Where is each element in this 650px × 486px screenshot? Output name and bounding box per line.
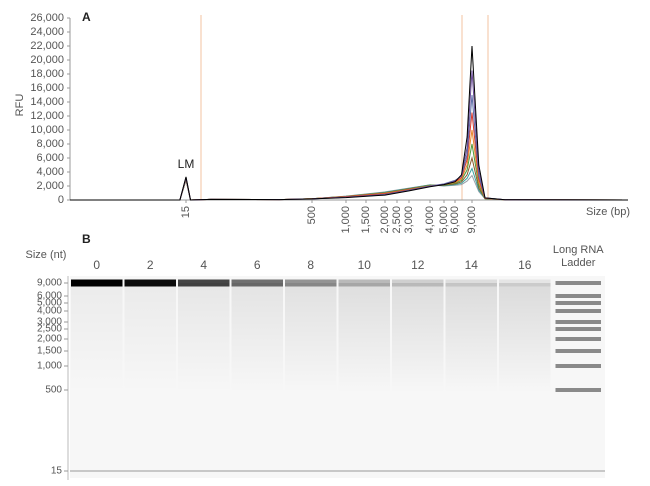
trace (70, 45, 629, 201)
trace (70, 143, 629, 201)
y-tick-label: 12,000 (30, 110, 64, 122)
lane-label: 12 (411, 258, 425, 272)
y-tick-label: 15 (51, 466, 63, 477)
panel-label: B (82, 232, 91, 246)
ladder-band (555, 309, 601, 313)
smear (231, 283, 283, 393)
lane-label: 4 (200, 258, 207, 272)
y-tick-label: 2,500 (37, 324, 62, 335)
smear (178, 283, 230, 393)
smear (285, 283, 337, 393)
y-tick-label: 18,000 (30, 68, 64, 80)
band (499, 279, 551, 287)
y-tick-label: 4,000 (36, 166, 64, 178)
ladder-band (555, 364, 601, 368)
ladder-band (555, 388, 601, 392)
y-tick-label: 5,000 (37, 298, 62, 309)
x-axis-label: Size (bp) (586, 206, 630, 218)
y-tick-label: 6,000 (36, 152, 64, 164)
band (178, 279, 230, 287)
panel-label: A (82, 10, 91, 24)
y-tick-label: 16,000 (30, 82, 64, 94)
y-tick-label: 0 (58, 194, 64, 206)
band (285, 279, 337, 287)
smear (71, 283, 123, 393)
x-tick-label: 500 (306, 206, 318, 224)
trace (70, 129, 629, 201)
x-tick-label: 1,500 (360, 206, 372, 234)
y-tick-label: 24,000 (30, 26, 64, 38)
band (124, 279, 176, 287)
trace (70, 70, 629, 201)
band (445, 279, 497, 287)
y-tick-label: 4,000 (37, 306, 62, 317)
lane-label: 10 (358, 258, 372, 272)
y-axis-label: Size (nt) (25, 249, 67, 261)
lane-label: 6 (254, 258, 261, 272)
y-axis-label: RFU (14, 94, 26, 117)
band (71, 279, 123, 287)
ladder-band (555, 301, 601, 305)
x-tick-label: 9,000 (466, 206, 478, 234)
y-tick-label: 22,000 (30, 40, 64, 52)
x-tick-label: 2,500 (391, 206, 403, 234)
y-tick-label: 8,000 (36, 138, 64, 150)
ladder-band (555, 337, 601, 341)
smear (338, 283, 390, 393)
y-tick-label: 26,000 (30, 12, 64, 24)
y-tick-label: 3,000 (37, 317, 62, 328)
y-tick-label: 9,000 (37, 278, 62, 289)
y-tick-label: 2,000 (36, 180, 64, 192)
y-tick-label: 1,500 (37, 346, 62, 357)
ladder-band (555, 349, 601, 353)
x-tick-label: 1,000 (340, 206, 352, 234)
ladder-band (555, 281, 601, 285)
y-tick-label: 6,000 (37, 291, 62, 302)
annotation: LM (178, 157, 195, 171)
ladder-band (555, 327, 601, 331)
y-tick-label: 20,000 (30, 54, 64, 66)
x-tick-label: 3,000 (403, 206, 415, 234)
lane-label: 2 (147, 258, 154, 272)
smear (445, 283, 497, 393)
smear (499, 283, 551, 393)
y-tick-label: 1,000 (37, 361, 62, 372)
ladder-band (555, 320, 601, 324)
lane-label: 0 (93, 258, 100, 272)
band (392, 279, 444, 287)
lane-label: 16 (518, 258, 532, 272)
x-tick-label: 6,000 (449, 206, 461, 234)
trace (70, 112, 629, 201)
lane-label: 8 (307, 258, 314, 272)
band (338, 279, 390, 287)
smear (124, 283, 176, 393)
y-tick-label: 14,000 (30, 96, 64, 108)
trace (70, 94, 629, 201)
lane-label: Long RNA Ladder (552, 244, 604, 269)
smear (392, 283, 444, 393)
y-tick-label: 10,000 (30, 124, 64, 136)
ladder-band (555, 294, 601, 298)
y-tick-label: 500 (45, 385, 62, 396)
x-tick-label: 2,000 (379, 206, 391, 234)
band (231, 279, 283, 287)
x-tick-label: 15 (180, 206, 192, 218)
trace (70, 156, 629, 201)
x-tick-label: 4,000 (424, 206, 436, 234)
x-tick-label: 5,000 (438, 206, 450, 234)
lane-label: 14 (465, 258, 479, 272)
y-tick-label: 2,000 (37, 334, 62, 345)
